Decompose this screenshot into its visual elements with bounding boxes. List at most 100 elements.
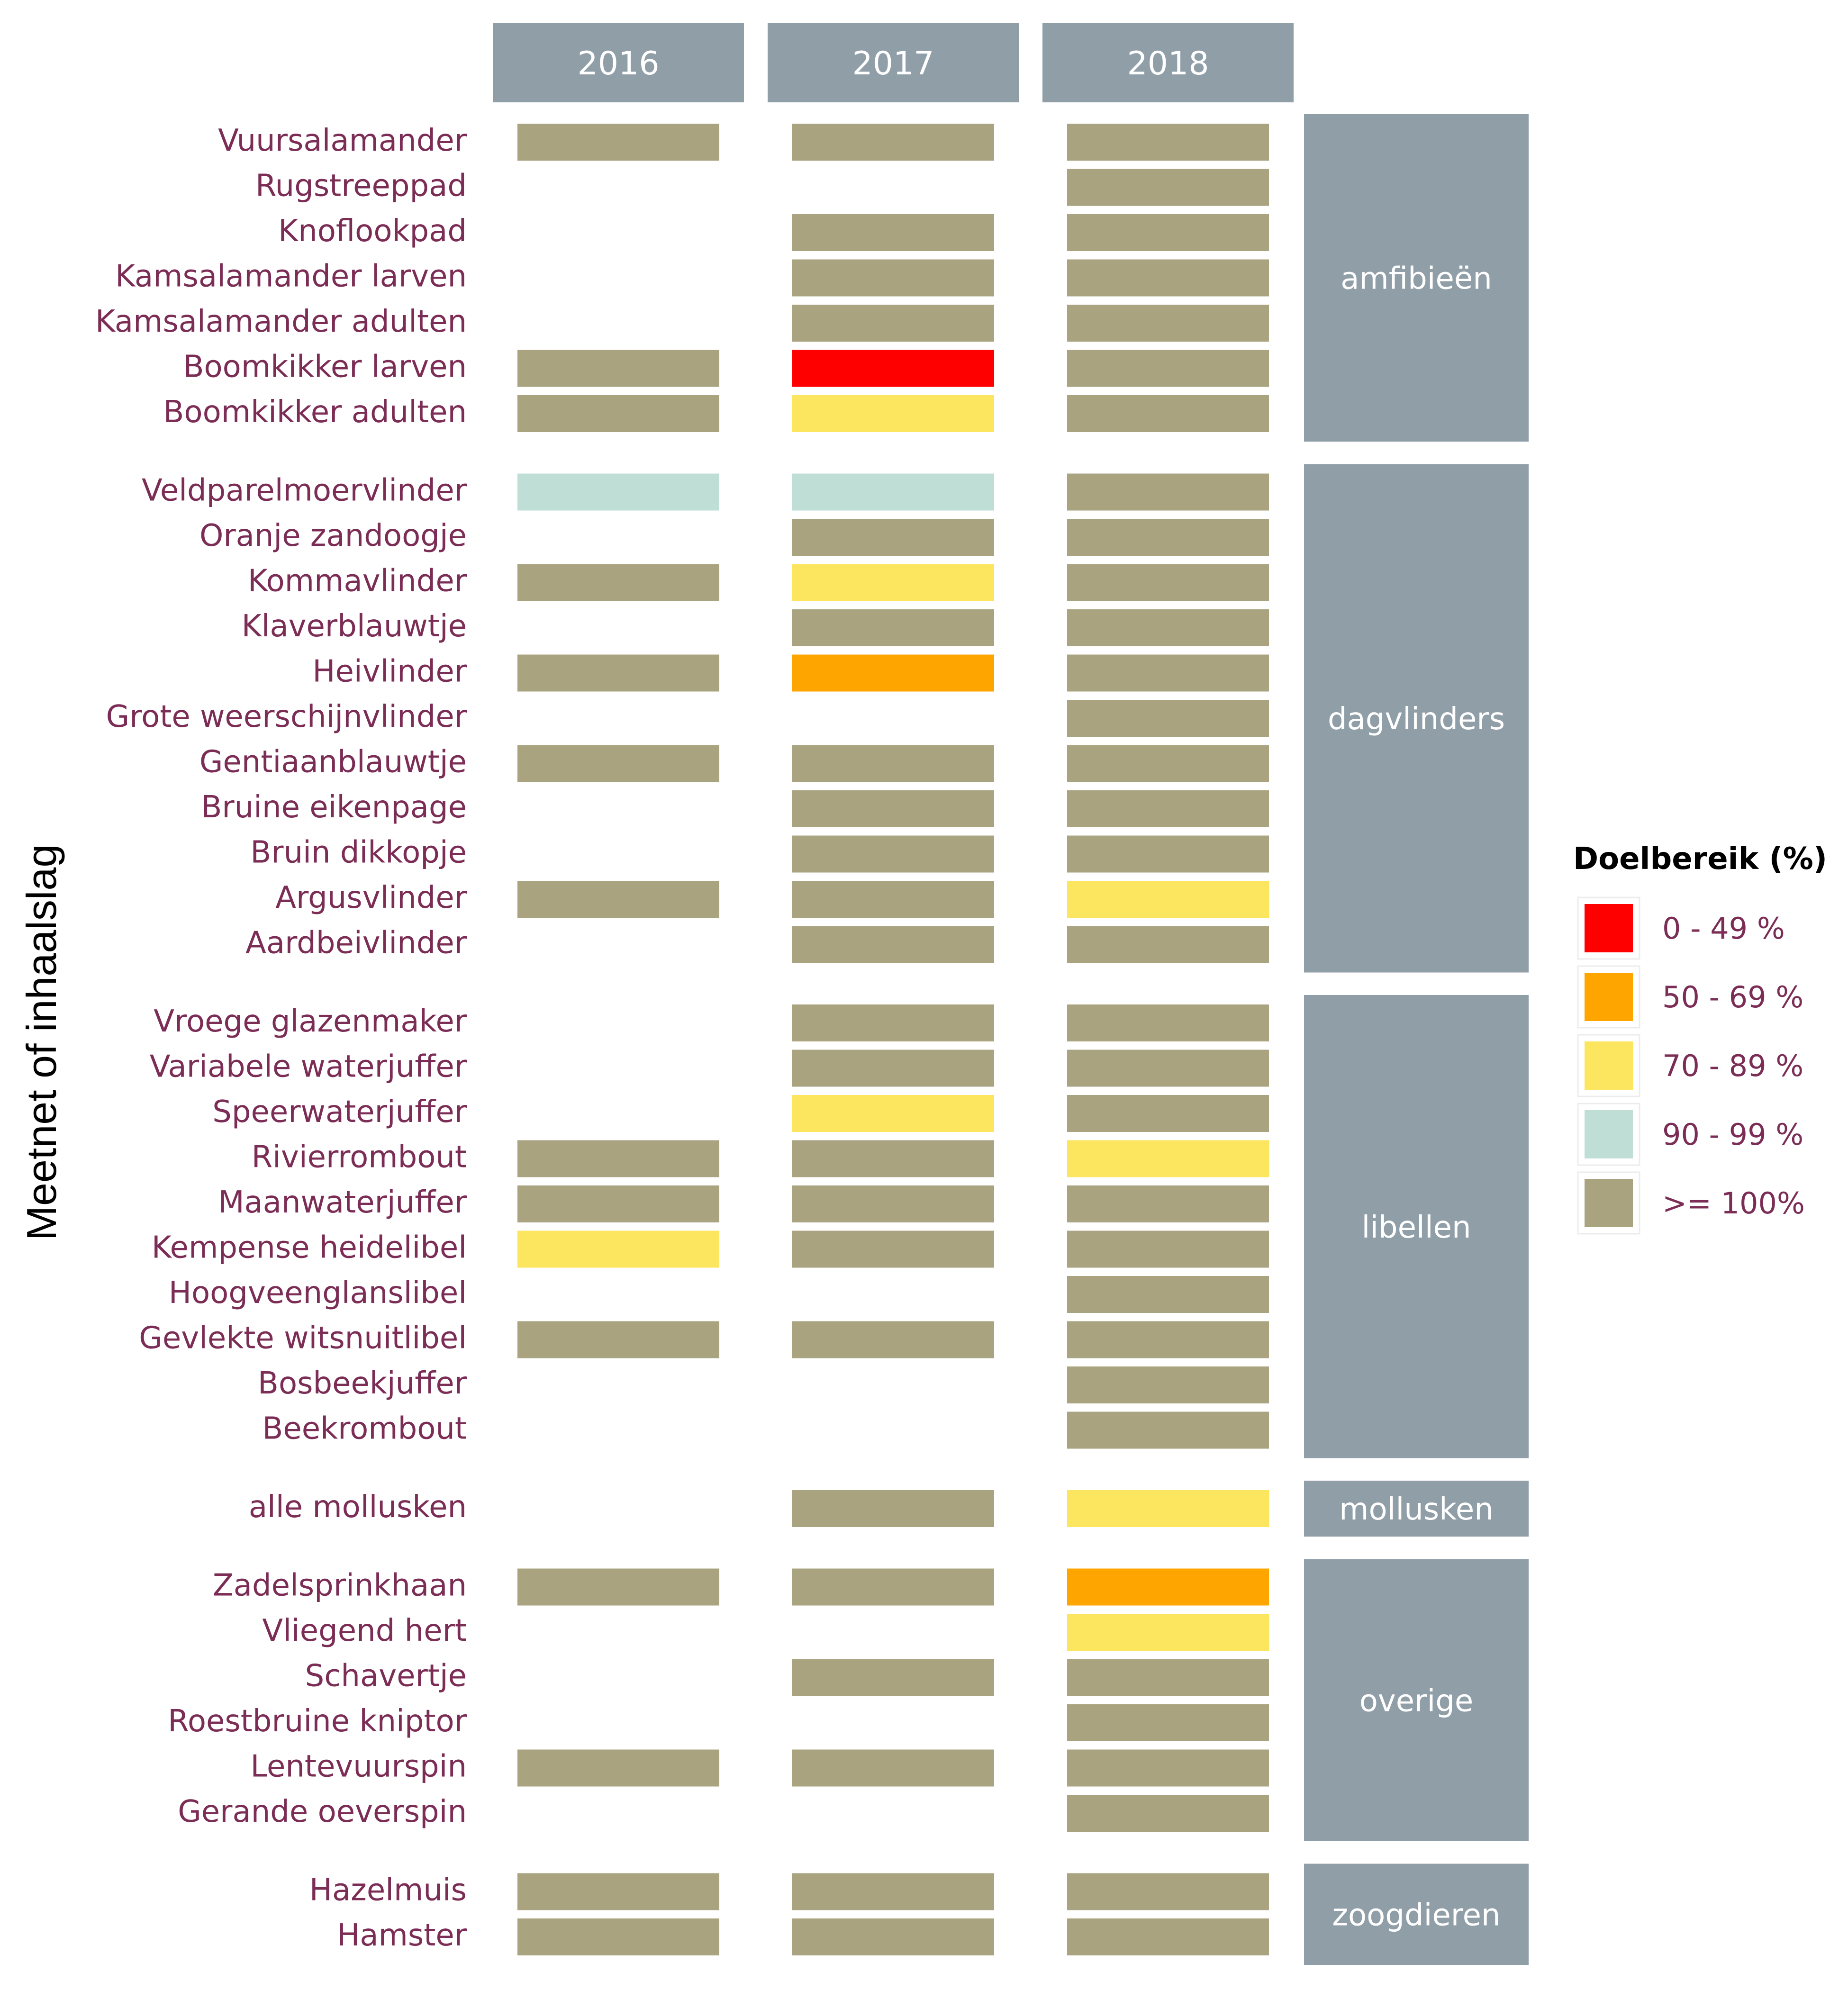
row-label: Knoflookpad (278, 214, 467, 249)
cell-2018 (1067, 1490, 1269, 1527)
row-label: Zadelsprinkhaan (213, 1568, 467, 1603)
cell-2018 (1067, 473, 1269, 511)
legend-key (1585, 1110, 1633, 1158)
cell-2018 (1067, 881, 1269, 918)
cell-2017 (792, 1230, 994, 1268)
cell-2016 (517, 1230, 719, 1268)
cell-2018 (1067, 169, 1269, 206)
row-label: Beekrombout (262, 1411, 467, 1447)
cell-2017 (792, 350, 994, 387)
cell-2018 (1067, 519, 1269, 556)
row-label: Gevlekte witsnuitlibel (139, 1321, 467, 1356)
legend-key (1585, 973, 1633, 1021)
row-label: Hoogveenglanslibel (169, 1275, 467, 1311)
group-strip (1304, 1481, 1529, 1537)
cell-2017 (792, 745, 994, 782)
cell-2016 (517, 1918, 719, 1955)
row-label: Argusvlinder (275, 880, 467, 915)
row-label: Bruine eikenpage (201, 790, 467, 825)
row-label: alle mollusken (249, 1490, 467, 1525)
column-header-2016 (493, 23, 744, 102)
cell-2018 (1067, 835, 1269, 873)
cell-2016 (517, 395, 719, 432)
row-label: Grote weerschijnvlinder (106, 699, 467, 734)
cell-2018 (1067, 745, 1269, 782)
group-label: mollusken (1339, 1492, 1494, 1527)
cell-2018 (1067, 305, 1269, 342)
group-label: amfibieën (1341, 262, 1492, 297)
cell-2018 (1067, 1795, 1269, 1832)
cell-2017 (792, 259, 994, 297)
cell-2018 (1067, 1004, 1269, 1041)
cell-2017 (792, 214, 994, 251)
cell-2016 (517, 1140, 719, 1177)
cell-2018 (1067, 1366, 1269, 1403)
cell-2017 (792, 609, 994, 646)
legend-label: 70 - 89 % (1662, 1049, 1803, 1083)
cell-2018 (1067, 609, 1269, 646)
cell-2018 (1067, 214, 1269, 251)
cell-2018 (1067, 1276, 1269, 1313)
row-label: Vliegend hert (262, 1613, 467, 1648)
cell-2018 (1067, 1614, 1269, 1651)
cell-2018 (1067, 1659, 1269, 1696)
row-labels: Vuursalamander Rugstreeppad Knoflookpad Kam… (95, 123, 467, 1953)
group-strip (1304, 995, 1529, 1458)
column-header-label: 2018 (1127, 45, 1209, 82)
row-label: Bosbeekjuffer (258, 1366, 467, 1401)
cell-2016 (517, 881, 719, 918)
cell-2016 (517, 1873, 719, 1910)
row-label: Gentiaanblauwtje (199, 745, 467, 780)
group-strip (1304, 464, 1529, 973)
row-label: Boomkikker larven (183, 350, 467, 385)
group-label: zoogdieren (1332, 1898, 1500, 1933)
cell-2018 (1067, 926, 1269, 963)
cell-2017 (792, 1490, 994, 1527)
row-label: Kamsalamander larven (115, 259, 467, 294)
column-header-label: 2017 (852, 45, 934, 82)
cell-2017 (792, 1004, 994, 1041)
cell-2018 (1067, 350, 1269, 387)
cell-2016 (517, 473, 719, 511)
cell-2018 (1067, 654, 1269, 692)
row-label: Roestbruine kniptor (168, 1704, 467, 1739)
cell-2017 (792, 1659, 994, 1696)
cell-2016 (517, 564, 719, 601)
cell-2017 (792, 1568, 994, 1606)
cell-2016 (517, 1321, 719, 1358)
heatmap-cells (517, 124, 1269, 1955)
cell-2018 (1067, 1321, 1269, 1358)
column-header-2017 (768, 23, 1019, 102)
group-strip (1304, 1559, 1529, 1841)
cell-2018 (1067, 395, 1269, 432)
legend-label: >= 100% (1662, 1186, 1805, 1221)
cell-2017 (792, 1873, 994, 1910)
cell-2016 (517, 1749, 719, 1787)
legend: Doelbereik (%) 0 - 49 % 50 - 69 % 70 - 89 … (1573, 841, 1827, 1235)
cell-2018 (1067, 259, 1269, 297)
row-label: Oranje zandoogje (199, 518, 467, 553)
group-label: overige (1359, 1683, 1474, 1719)
cell-2018 (1067, 1873, 1269, 1910)
cell-2017 (792, 519, 994, 556)
cell-2016 (517, 745, 719, 782)
legend-label: 50 - 69 % (1662, 980, 1803, 1014)
legend-label: 0 - 49 % (1662, 911, 1785, 946)
row-label: Schavertje (305, 1659, 467, 1694)
row-label: Aardbeivlinder (245, 926, 467, 961)
row-label: Hamster (337, 1918, 467, 1953)
cell-2018 (1067, 1049, 1269, 1087)
row-label: Hazelmuis (309, 1873, 467, 1908)
cell-2017 (792, 881, 994, 918)
row-label: Lentevuurspin (250, 1749, 467, 1784)
cell-2017 (792, 790, 994, 827)
row-label: Gerande oeverspin (178, 1794, 467, 1829)
row-label: Maanwaterjuffer (218, 1185, 467, 1220)
legend-title: Doelbereik (%) (1573, 841, 1827, 877)
cell-2018 (1067, 1140, 1269, 1177)
cell-2017 (792, 1185, 994, 1222)
cell-2017 (792, 1140, 994, 1177)
row-label: Kempense heidelibel (152, 1230, 467, 1266)
cell-2017 (792, 926, 994, 963)
cell-2017 (792, 564, 994, 601)
